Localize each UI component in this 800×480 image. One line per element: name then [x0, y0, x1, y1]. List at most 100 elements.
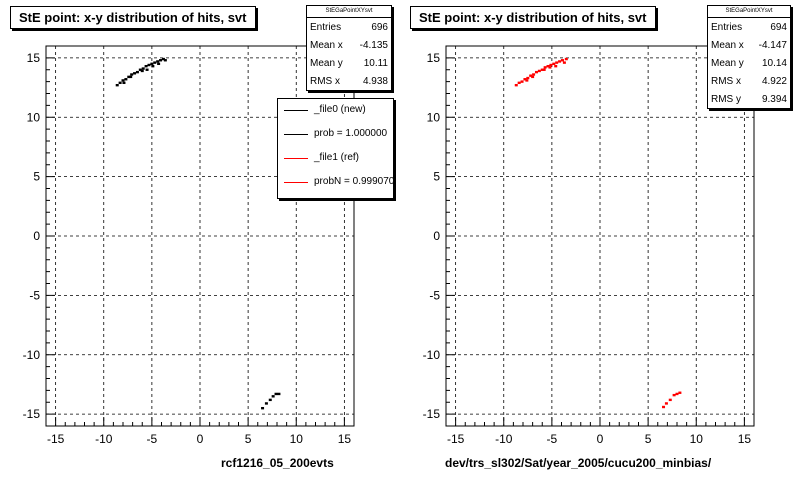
- data-point: [514, 83, 518, 87]
- stats-label: Mean y: [310, 58, 343, 69]
- data-point: [127, 75, 131, 79]
- data-point: [675, 392, 679, 396]
- stats-label: Entries: [310, 22, 342, 33]
- data-point: [662, 405, 666, 409]
- stats-row-rms-y: RMS y 9.394: [708, 90, 790, 108]
- data-point: [138, 68, 142, 71]
- data-point: [523, 78, 527, 81]
- stats-value: 9.394: [761, 94, 787, 105]
- y-tick-label: -5: [429, 288, 440, 302]
- y-tick-label: 0: [33, 229, 40, 243]
- data-point: [268, 398, 272, 402]
- data-point: [517, 81, 521, 85]
- stats-name: StEGaPointXYsvt: [307, 6, 391, 18]
- data-point: [122, 81, 126, 85]
- x-tick-label: 15: [338, 432, 352, 446]
- legend-entry-file0: _file0 (new): [278, 99, 393, 123]
- data-point: [130, 73, 134, 76]
- stats-box: StEGaPointXYsvt Entries 696 Mean x -4.135 …: [306, 5, 392, 91]
- legend-label: _file1 (ref): [314, 152, 360, 163]
- x-tick-label: -15: [47, 432, 65, 446]
- legend-label: _file0 (new): [314, 104, 366, 115]
- data-point: [157, 62, 161, 66]
- plot-frame: [445, 45, 755, 427]
- legend-box: _file0 (new) prob = 1.000000 _file1 (ref…: [277, 98, 394, 199]
- data-point: [555, 61, 559, 64]
- data-point: [277, 392, 281, 396]
- data-point: [678, 391, 682, 394]
- data-point: [668, 398, 672, 402]
- y-tick-label: -10: [423, 348, 441, 362]
- data-point: [543, 66, 547, 69]
- y-tick-label: 5: [433, 170, 440, 184]
- data-point: [161, 57, 165, 61]
- x-tick-label: 10: [690, 432, 704, 446]
- histogram-panel-new: -15 -10 -5 0 5 10 15 15 10 5 0 -5 -10 -15 StE point: …: [10, 5, 394, 470]
- legend-swatch: [284, 182, 308, 183]
- x-tick-label: 0: [597, 432, 604, 446]
- stats-row-mean-y: Mean y 10.14: [708, 54, 790, 72]
- data-point: [540, 68, 544, 71]
- data-point: [140, 69, 144, 73]
- stats-label: RMS x: [711, 76, 741, 87]
- stats-value: 696: [371, 22, 388, 33]
- legend-entry-file1: _file1 (ref): [278, 147, 393, 171]
- data-point: [150, 62, 154, 66]
- data-point: [664, 402, 668, 405]
- data-point: [141, 67, 145, 70]
- data-point: [534, 70, 538, 74]
- stats-value: 4.922: [761, 76, 787, 87]
- data-point: [537, 69, 541, 73]
- data-point: [672, 393, 676, 397]
- data-point: [115, 83, 119, 87]
- stats-label: Mean x: [711, 40, 744, 51]
- stats-row-mean-x: Mean x -4.147: [708, 36, 790, 54]
- data-point: [129, 75, 133, 79]
- y-tick-label: 15: [427, 51, 441, 65]
- data-point: [271, 395, 275, 398]
- legend-swatch: [284, 158, 308, 159]
- data-point: [156, 60, 160, 63]
- y-tick-label: 5: [33, 170, 40, 184]
- y-tick-label: 15: [27, 51, 41, 65]
- stats-value: 10.11: [363, 58, 388, 69]
- x-tick-label: -10: [95, 432, 113, 446]
- stats-label: Entries: [711, 22, 743, 33]
- y-tick-label: -10: [23, 348, 41, 362]
- data-point: [531, 75, 535, 79]
- data-point: [133, 72, 137, 75]
- data-point: [261, 406, 265, 410]
- x-tick-label: -10: [495, 432, 513, 446]
- data-point: [520, 80, 524, 83]
- data-point: [121, 79, 125, 82]
- data-point: [135, 70, 139, 74]
- x-tick-label: 5: [645, 432, 652, 446]
- x-tick-label: 5: [245, 432, 252, 446]
- data-point: [274, 392, 278, 396]
- legend-swatch: [284, 110, 308, 111]
- x-tick-label: 15: [738, 432, 752, 446]
- data-point: [554, 64, 558, 68]
- y-tick-label: -15: [23, 407, 41, 421]
- stats-value: 694: [770, 22, 787, 33]
- data-point: [153, 61, 157, 64]
- legend-label: prob = 1.000000: [314, 128, 388, 139]
- stats-row-mean-x: Mean x -4.135: [307, 36, 391, 54]
- x-axis-label: rcf1216_05_200evts: [221, 456, 334, 470]
- data-point: [552, 62, 556, 66]
- data-point: [151, 64, 155, 68]
- y-tick-label: 10: [427, 110, 441, 124]
- stats-value: 4.938: [362, 76, 388, 87]
- data-point: [526, 76, 530, 80]
- y-tick-label: 0: [433, 229, 440, 243]
- stats-box: StEGaPointXYsvt Entries 694 Mean x -4.147 …: [707, 5, 791, 109]
- data-point: [548, 66, 552, 69]
- legend-entry-probn: probN = 0.999070: [278, 171, 393, 195]
- stats-label: RMS x: [310, 76, 340, 87]
- data-point: [564, 57, 568, 61]
- legend-label: probN = 0.999070: [314, 176, 394, 187]
- stats-row-rms-x: RMS x 4.922: [708, 72, 790, 90]
- stats-value: 10.14: [761, 58, 787, 69]
- data-point: [562, 61, 566, 64]
- stats-value: -4.135: [359, 40, 388, 51]
